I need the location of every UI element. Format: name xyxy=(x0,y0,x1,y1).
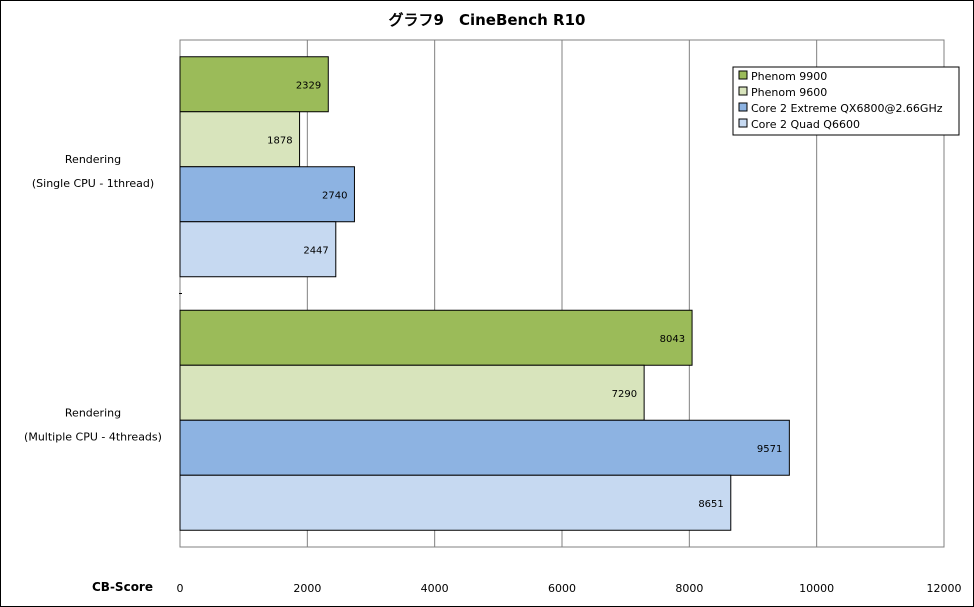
x-tick-label: 12000 xyxy=(927,582,962,595)
x-tick-label: 4000 xyxy=(421,582,449,595)
bar xyxy=(179,309,693,366)
chart-title: グラフ9 CineBench R10 xyxy=(389,11,586,29)
x-tick-label: 8000 xyxy=(675,582,703,595)
legend-entry: Phenom 9600 xyxy=(751,86,827,99)
legend-swatch xyxy=(738,86,748,96)
legend-swatch xyxy=(738,118,748,128)
category-label: Rendering xyxy=(65,406,121,419)
legend-entry: Core 2 Extreme QX6800@2.66GHz xyxy=(751,102,943,115)
bar xyxy=(179,111,301,168)
bar-value-label: 8043 xyxy=(660,334,685,345)
legend-entry: Core 2 Quad Q6600 xyxy=(751,118,860,131)
legend: Phenom 9900 Phenom 9600 Core 2 Extreme QX6… xyxy=(732,66,960,136)
x-tick-label: 0 xyxy=(177,582,184,595)
category-label: (Single CPU - 1thread) xyxy=(32,177,154,190)
bar xyxy=(179,56,329,113)
x-axis-label: CB-Score xyxy=(92,580,153,594)
bar xyxy=(179,221,337,278)
bar-value-label: 1878 xyxy=(267,135,292,146)
bar-value-label: 9571 xyxy=(757,444,782,455)
bar xyxy=(179,419,790,476)
bar-value-label: 2329 xyxy=(296,80,321,91)
legend-box xyxy=(732,66,960,136)
bar-value-label: 8651 xyxy=(698,499,723,510)
bar xyxy=(179,474,732,531)
bar xyxy=(179,166,355,223)
bar xyxy=(179,364,645,421)
legend-entry: Phenom 9900 xyxy=(751,70,827,83)
axes: 0 2000 4000 6000 8000 10000 12000 Rendering (Sin… xyxy=(24,153,961,595)
x-tick-label: 6000 xyxy=(548,582,576,595)
legend-swatch xyxy=(738,102,748,112)
bar-value-label: 2740 xyxy=(322,190,347,201)
category-label: Rendering xyxy=(65,153,121,166)
bars: 2329 1878 2740 2447 8043 7290 9571 8651 xyxy=(179,56,790,531)
bar-value-label: 7290 xyxy=(612,389,637,400)
bar-value-label: 2447 xyxy=(303,245,328,256)
legend-swatch xyxy=(738,70,748,80)
x-tick-label: 2000 xyxy=(293,582,321,595)
x-tick-label: 10000 xyxy=(799,582,834,595)
category-label: (Multiple CPU - 4threads) xyxy=(24,430,162,443)
